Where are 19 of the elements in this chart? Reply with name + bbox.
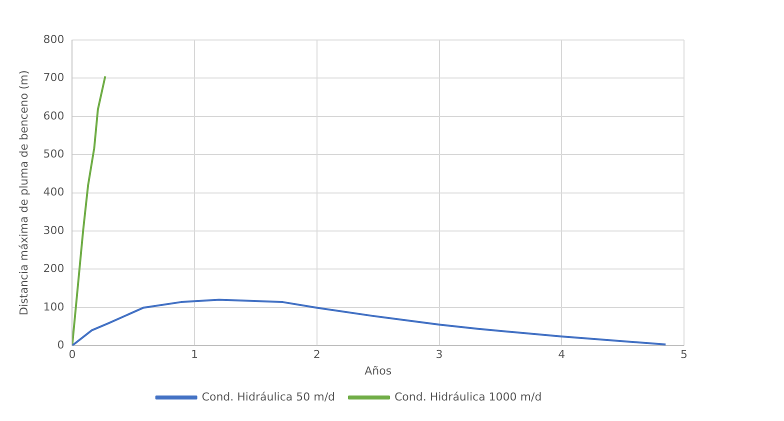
x-tick-label: 3 bbox=[436, 348, 443, 362]
y-tick-label: 500 bbox=[43, 147, 64, 160]
y-axis-title: Distancia máxima de pluma de benceno (m) bbox=[17, 70, 30, 316]
x-tick-label: 0 bbox=[68, 348, 76, 362]
y-tick-label: 300 bbox=[43, 224, 64, 237]
y-tick-label: 400 bbox=[43, 186, 64, 199]
y-tick-label: 200 bbox=[43, 262, 64, 276]
y-tick-label: 0 bbox=[57, 338, 64, 352]
x-tick-label: 4 bbox=[558, 348, 566, 362]
y-tick-label: 100 bbox=[43, 300, 64, 314]
x-tick-label: 5 bbox=[680, 348, 688, 362]
y-tick-label: 800 bbox=[43, 32, 64, 46]
legend-label: Cond. Hidráulica 1000 m/d bbox=[394, 390, 542, 404]
y-tick-label: 600 bbox=[43, 109, 64, 122]
x-tick-label: 2 bbox=[313, 348, 320, 362]
y-tick-label: 700 bbox=[43, 71, 64, 84]
x-axis-title: Años bbox=[364, 364, 392, 378]
x-tick-label: 1 bbox=[191, 348, 198, 362]
legend-label: Cond. Hidráulica 50 m/d bbox=[202, 390, 336, 404]
